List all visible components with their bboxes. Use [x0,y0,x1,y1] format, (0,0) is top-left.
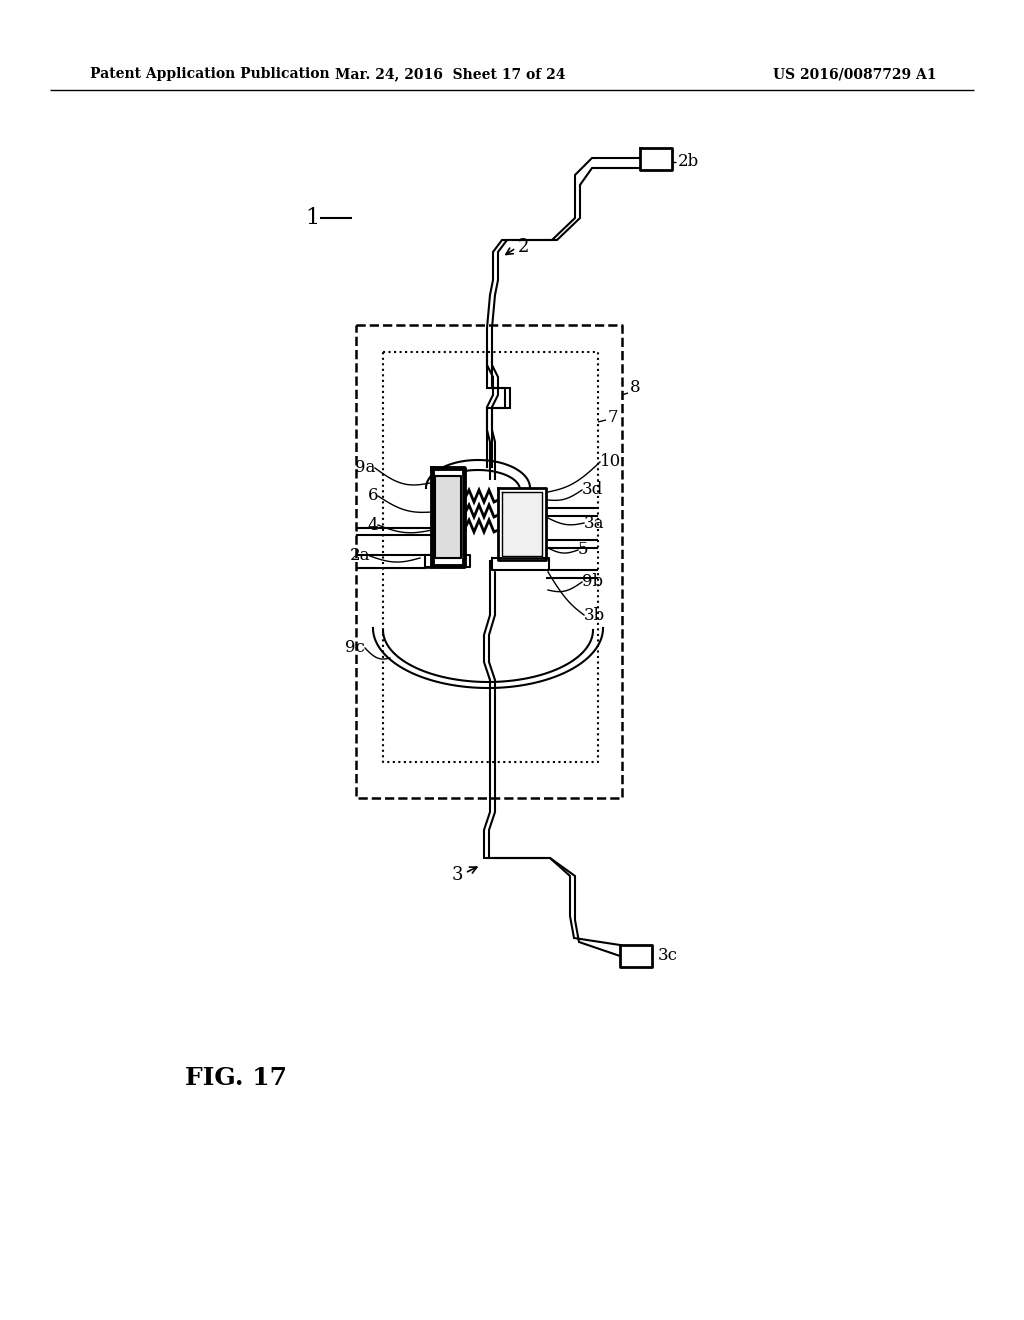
Text: FIG. 17: FIG. 17 [185,1067,287,1090]
Polygon shape [498,488,546,560]
Text: Patent Application Publication: Patent Application Publication [90,67,330,81]
Polygon shape [425,554,470,568]
Text: 6: 6 [368,487,378,504]
Text: 10: 10 [600,454,622,470]
Text: US 2016/0087729 A1: US 2016/0087729 A1 [773,67,937,81]
Text: 3a: 3a [584,515,604,532]
Text: 4: 4 [368,516,378,533]
Text: 3c: 3c [658,946,678,964]
Text: 9c: 9c [345,639,365,656]
Text: 1: 1 [305,207,319,228]
Polygon shape [502,492,542,556]
Text: 3b: 3b [584,606,605,623]
Polygon shape [492,558,549,570]
Text: 9a: 9a [354,459,375,477]
Text: Mar. 24, 2016  Sheet 17 of 24: Mar. 24, 2016 Sheet 17 of 24 [335,67,565,81]
Text: 3: 3 [452,866,463,884]
Polygon shape [435,477,461,558]
Text: 8: 8 [630,380,641,396]
Text: 2b: 2b [678,153,699,170]
Text: 7: 7 [608,409,618,426]
Text: 2a: 2a [349,548,370,565]
Text: 5: 5 [578,541,589,558]
Text: 3d: 3d [582,482,603,499]
Polygon shape [432,469,464,566]
Text: 2: 2 [518,238,529,256]
Text: 9b: 9b [582,573,603,590]
